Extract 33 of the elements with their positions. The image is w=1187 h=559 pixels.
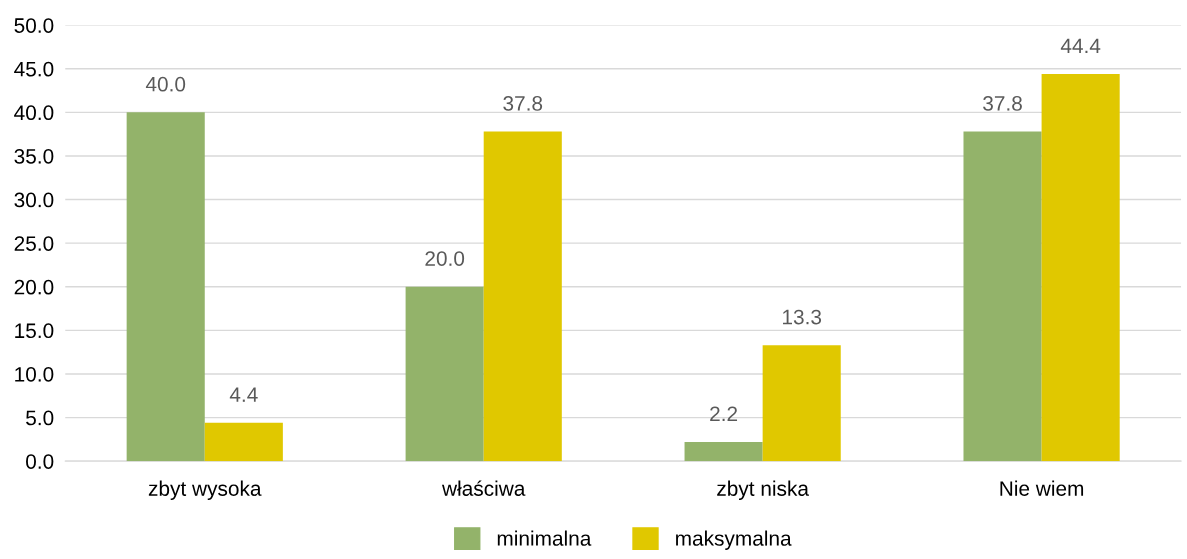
bar	[1041, 73, 1120, 462]
bar	[963, 131, 1042, 462]
bar	[126, 112, 205, 462]
y-tick-label: 25.0	[14, 236, 54, 251]
data-label: 20.0	[425, 251, 465, 266]
data-label: 2.2	[710, 406, 738, 421]
y-tick-label: 0.0	[26, 454, 54, 469]
legend-label: maksymalna	[676, 530, 792, 550]
y-tick-label: 35.0	[14, 148, 54, 164]
y-tick-label: 5.0	[26, 410, 54, 426]
bar	[204, 422, 283, 462]
y-tick-label: 45.0	[14, 61, 54, 77]
bar	[762, 345, 841, 462]
data-label: 37.8	[983, 96, 1022, 111]
data-label: 44.4	[1060, 38, 1101, 53]
y-tick-label: 10.0	[15, 366, 54, 382]
y-tick-label: 40.0	[14, 105, 54, 121]
bar	[405, 286, 484, 462]
y-tick-label: 20.0	[14, 279, 54, 295]
bar	[684, 441, 763, 462]
x-tick-label: właściwa	[442, 480, 526, 496]
data-label: 4.4	[229, 387, 258, 402]
y-tick-label: 30.0	[14, 192, 54, 208]
data-label: 13.3	[783, 309, 822, 325]
legend-label: minimalna	[497, 530, 592, 546]
x-tick-label: zbyt wysoka	[148, 480, 262, 501]
x-tick-label: Nie wiem	[1000, 480, 1084, 496]
x-tick-label: zbyt niska	[717, 480, 809, 501]
data-label: 40.0	[145, 76, 186, 92]
y-tick-label: 15.0	[15, 323, 54, 339]
bar	[483, 131, 562, 462]
data-label: 37.8	[503, 96, 543, 111]
y-tick-label: 50.0	[14, 18, 54, 33]
